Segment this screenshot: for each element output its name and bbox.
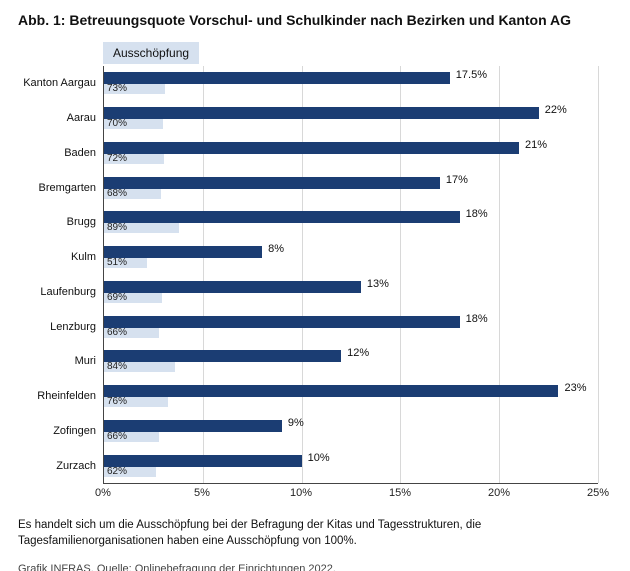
legend-ausschoepfung: Ausschöpfung — [103, 42, 199, 64]
value-label-betreuungsquote: 23% — [564, 382, 586, 394]
category-label: Zurzach — [19, 460, 104, 472]
bar-betreuungsquote — [104, 385, 558, 397]
grid-line — [598, 66, 599, 483]
plot-region: Kanton Aargau73%17.5%Aarau70%22%Baden72%… — [103, 66, 598, 484]
category-label: Kulm — [19, 251, 104, 263]
value-label-betreuungsquote: 17% — [446, 174, 468, 186]
chart-row: Aarau70%22% — [104, 104, 598, 132]
value-label-ausschoepfung: 69% — [107, 292, 127, 303]
bar-betreuungsquote — [104, 281, 361, 293]
x-tick-label: 10% — [290, 487, 312, 499]
value-label-ausschoepfung: 84% — [107, 361, 127, 372]
chart-row: Rheinfelden76%23% — [104, 382, 598, 410]
value-label-ausschoepfung: 89% — [107, 222, 127, 233]
value-label-ausschoepfung: 68% — [107, 188, 127, 199]
bar-betreuungsquote — [104, 142, 519, 154]
chart-row: Laufenburg69%13% — [104, 278, 598, 306]
value-label-ausschoepfung: 76% — [107, 396, 127, 407]
chart-row: Bremgarten68%17% — [104, 174, 598, 202]
bar-betreuungsquote — [104, 350, 341, 362]
x-tick-label: 25% — [587, 487, 609, 499]
value-label-ausschoepfung: 62% — [107, 466, 127, 477]
chart-row: Kulm51%8% — [104, 243, 598, 271]
value-label-betreuungsquote: 13% — [367, 278, 389, 290]
value-label-betreuungsquote: 9% — [288, 417, 304, 429]
value-label-betreuungsquote: 18% — [466, 313, 488, 325]
bar-betreuungsquote — [104, 455, 302, 467]
value-label-betreuungsquote: 10% — [308, 452, 330, 464]
value-label-betreuungsquote: 17.5% — [456, 69, 487, 81]
source-text: Grafik INFRAS. Quelle: Onlinebefragung d… — [18, 563, 612, 571]
x-tick-label: 0% — [95, 487, 111, 499]
bar-betreuungsquote — [104, 177, 440, 189]
bar-betreuungsquote — [104, 420, 282, 432]
bar-betreuungsquote — [104, 107, 539, 119]
value-label-ausschoepfung: 66% — [107, 327, 127, 338]
footnote-text: Es handelt sich um die Ausschöpfung bei … — [18, 518, 612, 549]
chart-title: Abb. 1: Betreuungsquote Vorschul- und Sc… — [18, 12, 612, 28]
category-label: Laufenburg — [19, 286, 104, 298]
category-label: Baden — [19, 147, 104, 159]
chart-row: Kanton Aargau73%17.5% — [104, 69, 598, 97]
chart-area: Kanton Aargau73%17.5%Aarau70%22%Baden72%… — [103, 66, 598, 484]
chart-row: Lenzburg66%18% — [104, 313, 598, 341]
x-tick-label: 5% — [194, 487, 210, 499]
bar-betreuungsquote — [104, 316, 460, 328]
value-label-betreuungsquote: 18% — [466, 208, 488, 220]
chart-row: Brugg89%18% — [104, 208, 598, 236]
category-label: Rheinfelden — [19, 390, 104, 402]
category-label: Muri — [19, 355, 104, 367]
x-tick-label: 15% — [389, 487, 411, 499]
bar-betreuungsquote — [104, 246, 262, 258]
bar-betreuungsquote — [104, 72, 450, 84]
chart-row: Baden72%21% — [104, 139, 598, 167]
category-label: Bremgarten — [19, 182, 104, 194]
category-label: Kanton Aargau — [19, 77, 104, 89]
value-label-betreuungsquote: 22% — [545, 104, 567, 116]
category-label: Aarau — [19, 112, 104, 124]
chart-row: Zurzach62%10% — [104, 452, 598, 480]
value-label-betreuungsquote: 12% — [347, 347, 369, 359]
chart-row: Zofingen66%9% — [104, 417, 598, 445]
category-label: Brugg — [19, 216, 104, 228]
bar-betreuungsquote — [104, 211, 460, 223]
value-label-ausschoepfung: 72% — [107, 153, 127, 164]
value-label-ausschoepfung: 66% — [107, 431, 127, 442]
x-tick-label: 20% — [488, 487, 510, 499]
category-label: Zofingen — [19, 425, 104, 437]
value-label-ausschoepfung: 51% — [107, 257, 127, 268]
value-label-ausschoepfung: 73% — [107, 83, 127, 94]
chart-row: Muri84%12% — [104, 347, 598, 375]
value-label-betreuungsquote: 8% — [268, 243, 284, 255]
category-label: Lenzburg — [19, 321, 104, 333]
value-label-ausschoepfung: 70% — [107, 118, 127, 129]
value-label-betreuungsquote: 21% — [525, 139, 547, 151]
